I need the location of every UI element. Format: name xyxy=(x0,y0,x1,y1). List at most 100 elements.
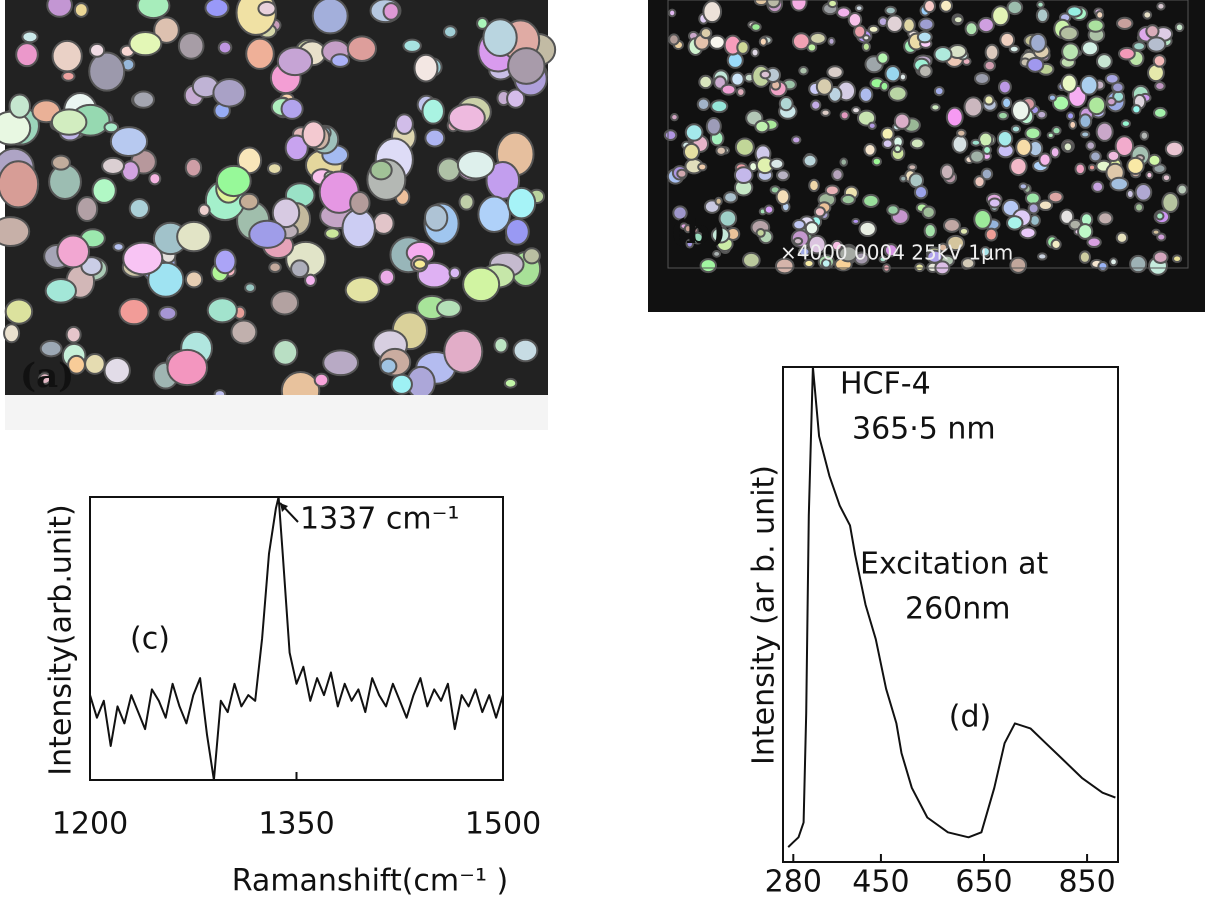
particle xyxy=(1132,41,1146,52)
particle xyxy=(858,220,877,238)
particle xyxy=(684,123,704,142)
particle xyxy=(177,31,205,60)
particle xyxy=(1116,16,1134,30)
particle xyxy=(742,251,761,269)
particle xyxy=(893,144,903,154)
particle xyxy=(999,31,1016,48)
particle xyxy=(390,373,413,395)
particle xyxy=(1095,121,1114,142)
particle xyxy=(806,42,818,53)
particle xyxy=(378,268,396,286)
particle xyxy=(1078,250,1091,264)
particle xyxy=(853,24,867,39)
particle xyxy=(973,175,986,189)
particle xyxy=(1046,131,1055,139)
particle xyxy=(956,128,967,138)
particle xyxy=(118,298,150,326)
x-tick-label: 1350 xyxy=(258,807,334,842)
particle xyxy=(1104,72,1120,85)
particle xyxy=(1037,252,1048,261)
particle xyxy=(506,88,526,109)
particle xyxy=(1142,10,1153,20)
particle xyxy=(963,96,984,118)
particle xyxy=(1097,261,1109,272)
particle xyxy=(1152,106,1168,119)
particle xyxy=(1156,1,1166,11)
particle xyxy=(1047,190,1064,204)
particle xyxy=(482,18,518,57)
particle xyxy=(750,22,762,32)
particle xyxy=(1086,18,1105,33)
particle xyxy=(89,42,106,58)
particle xyxy=(983,94,995,106)
particle xyxy=(1109,176,1129,192)
particle xyxy=(945,106,964,128)
plot-frame xyxy=(782,366,1119,863)
particle xyxy=(710,226,731,244)
particle xyxy=(923,223,937,239)
particle xyxy=(197,203,211,218)
particle xyxy=(412,258,428,270)
particle xyxy=(1024,126,1042,141)
particle xyxy=(698,74,713,90)
arrow-head xyxy=(280,503,288,512)
particle xyxy=(997,79,1012,95)
particle xyxy=(736,40,750,55)
particle xyxy=(1117,46,1136,61)
particle xyxy=(826,65,844,79)
particle xyxy=(958,226,970,236)
particle xyxy=(1091,180,1105,193)
particle xyxy=(775,169,790,182)
particle xyxy=(73,2,89,18)
particle xyxy=(1038,152,1052,167)
particle xyxy=(775,188,791,206)
particle xyxy=(1062,141,1074,153)
sem-image-b: (b) ×4000 0004 25kV 1μm xyxy=(648,0,1205,312)
image-strip xyxy=(5,395,548,430)
particle xyxy=(810,99,822,111)
y-axis-label: Intensity (ar b. unit) xyxy=(747,465,782,765)
annotation: Excitation at xyxy=(860,547,1049,582)
particle xyxy=(270,290,300,316)
particle xyxy=(67,354,86,375)
annotation: HCF-4 xyxy=(840,367,931,402)
chart: 1200 1350 1500 Ramanshift(cm⁻¹ ) Intensity(a… xyxy=(44,496,541,899)
particle xyxy=(1155,211,1165,221)
particle xyxy=(676,168,688,179)
particle xyxy=(1061,42,1080,62)
particle xyxy=(871,156,883,167)
particle xyxy=(718,209,738,228)
particle xyxy=(84,352,106,375)
particle xyxy=(248,219,287,249)
particle xyxy=(238,192,260,211)
particle xyxy=(1080,130,1091,139)
particle xyxy=(436,298,462,318)
particle xyxy=(493,336,509,354)
particle xyxy=(1026,56,1045,73)
particle xyxy=(1066,5,1083,18)
particle xyxy=(504,217,530,246)
particles xyxy=(663,0,1188,276)
particle xyxy=(324,227,341,240)
particle xyxy=(476,16,489,30)
particle xyxy=(257,0,277,17)
particle xyxy=(1089,150,1102,163)
particle xyxy=(1010,124,1022,134)
x-tick-label: 280 xyxy=(765,865,822,900)
particle xyxy=(330,53,351,68)
particle xyxy=(930,103,941,112)
particle xyxy=(1115,231,1129,244)
particle xyxy=(1145,170,1154,180)
particle xyxy=(456,150,496,180)
particle xyxy=(447,103,486,133)
particle xyxy=(702,0,723,24)
particle xyxy=(1008,44,1020,54)
particle xyxy=(268,261,282,274)
x-axis-label: Ramanshift(cm⁻¹ ) xyxy=(232,864,509,899)
panel-label: (d) xyxy=(949,700,991,735)
particle xyxy=(839,110,850,121)
particle xyxy=(838,245,859,263)
x-tick-label: 1200 xyxy=(52,807,128,842)
particle xyxy=(730,71,745,87)
particle xyxy=(689,226,699,235)
